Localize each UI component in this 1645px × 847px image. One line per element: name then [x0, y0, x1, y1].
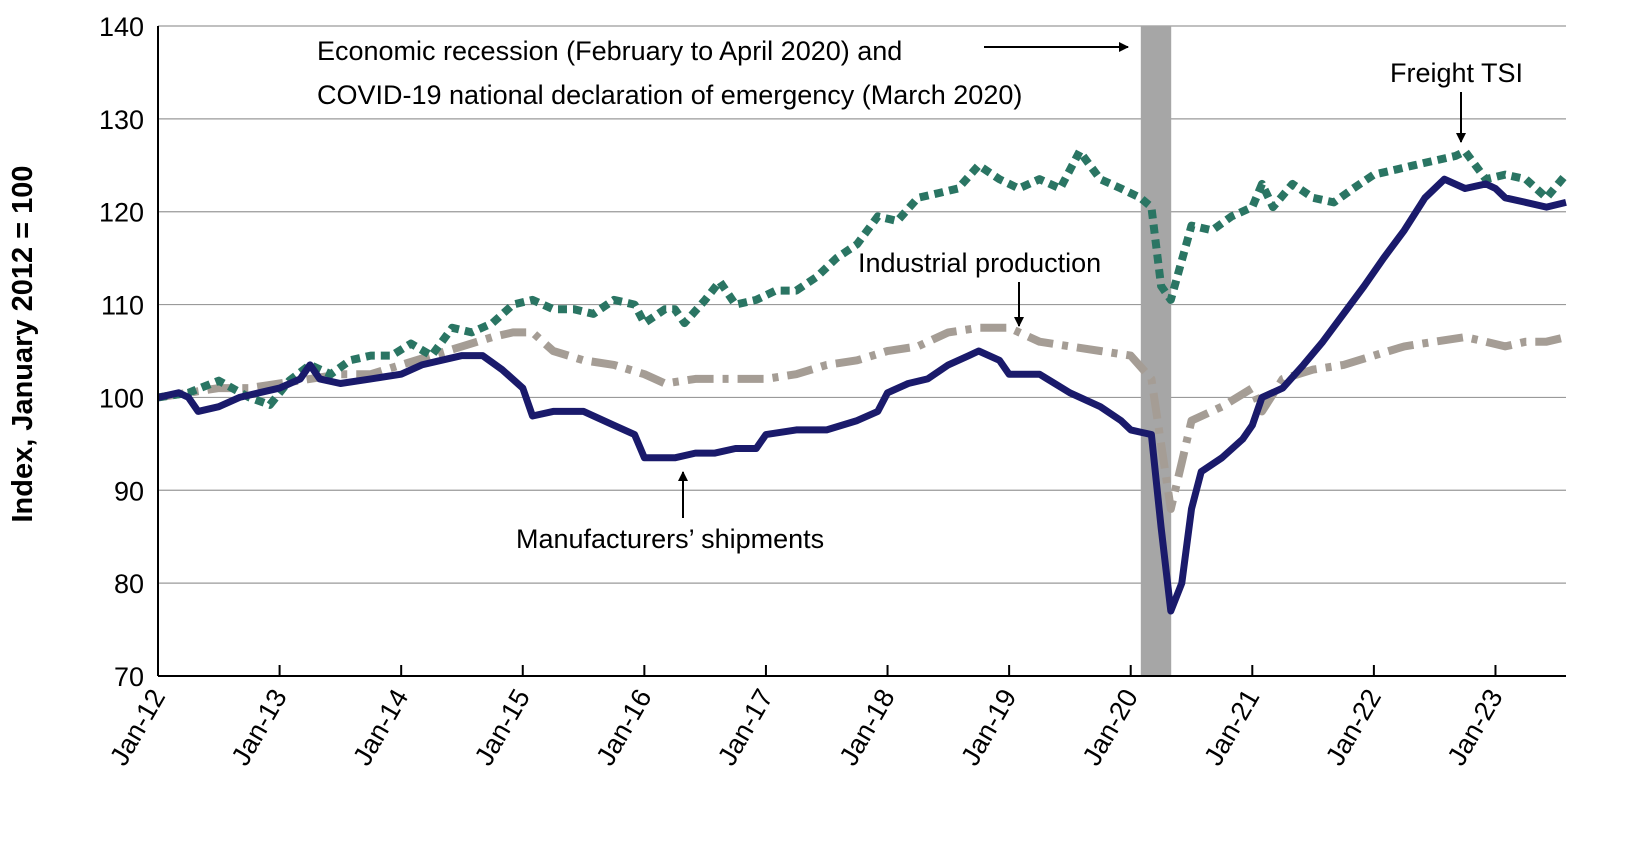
gridlines: [158, 25, 1566, 584]
x-tick-label: Jan-15: [469, 684, 536, 771]
x-tick-label: Jan-23: [1441, 684, 1508, 771]
freight-tsi-label: Freight TSI: [1390, 58, 1523, 88]
x-tick-label: Jan-12: [104, 684, 171, 771]
x-tick-label: Jan-20: [1077, 684, 1144, 771]
industrial-production-label: Industrial production: [858, 248, 1101, 278]
x-tick-label: Jan-14: [347, 684, 414, 771]
x-tick-label: Jan-22: [1320, 684, 1387, 771]
x-tick-label: Jan-17: [712, 684, 779, 771]
y-tick-label: 90: [114, 476, 144, 506]
series-layer: [157, 147, 1570, 615]
y-tick-label: 110: [101, 291, 144, 321]
axes: [157, 26, 1566, 677]
y-tick-label: 130: [99, 105, 144, 135]
y-tick-label: 120: [99, 198, 144, 228]
x-tick-label: Jan-18: [833, 684, 900, 771]
x-tick-labels: Jan-12 Jan-13 Jan-14 Jan-15 Jan-16 Jan-17 Jan-…: [104, 684, 1509, 771]
y-tick-label: 140: [99, 12, 144, 42]
recession-annotation-line1: Economic recession (February to April 20…: [317, 36, 902, 66]
series-line-manufacturers-shipments: [157, 175, 1567, 615]
y-tick-label: 80: [114, 569, 144, 599]
series-line-freight-tsi: [157, 147, 1570, 409]
x-tick-label: Jan-13: [226, 684, 293, 771]
x-tick-label: Jan-19: [955, 684, 1022, 771]
y-axis-title: Index, January 2012 = 100: [7, 165, 39, 522]
x-tick-label: Jan-16: [590, 684, 657, 771]
x-tick-label: Jan-21: [1198, 684, 1265, 771]
y-tick-label: 70: [114, 662, 144, 692]
recession-annotation-line2: COVID-19 national declaration of emergen…: [317, 80, 1022, 110]
y-tick-labels: 70 80 90 100 110 120 130 140: [99, 12, 144, 692]
manufacturers-shipments-label: Manufacturers’ shipments: [516, 524, 824, 554]
y-tick-label: 100: [99, 383, 144, 413]
